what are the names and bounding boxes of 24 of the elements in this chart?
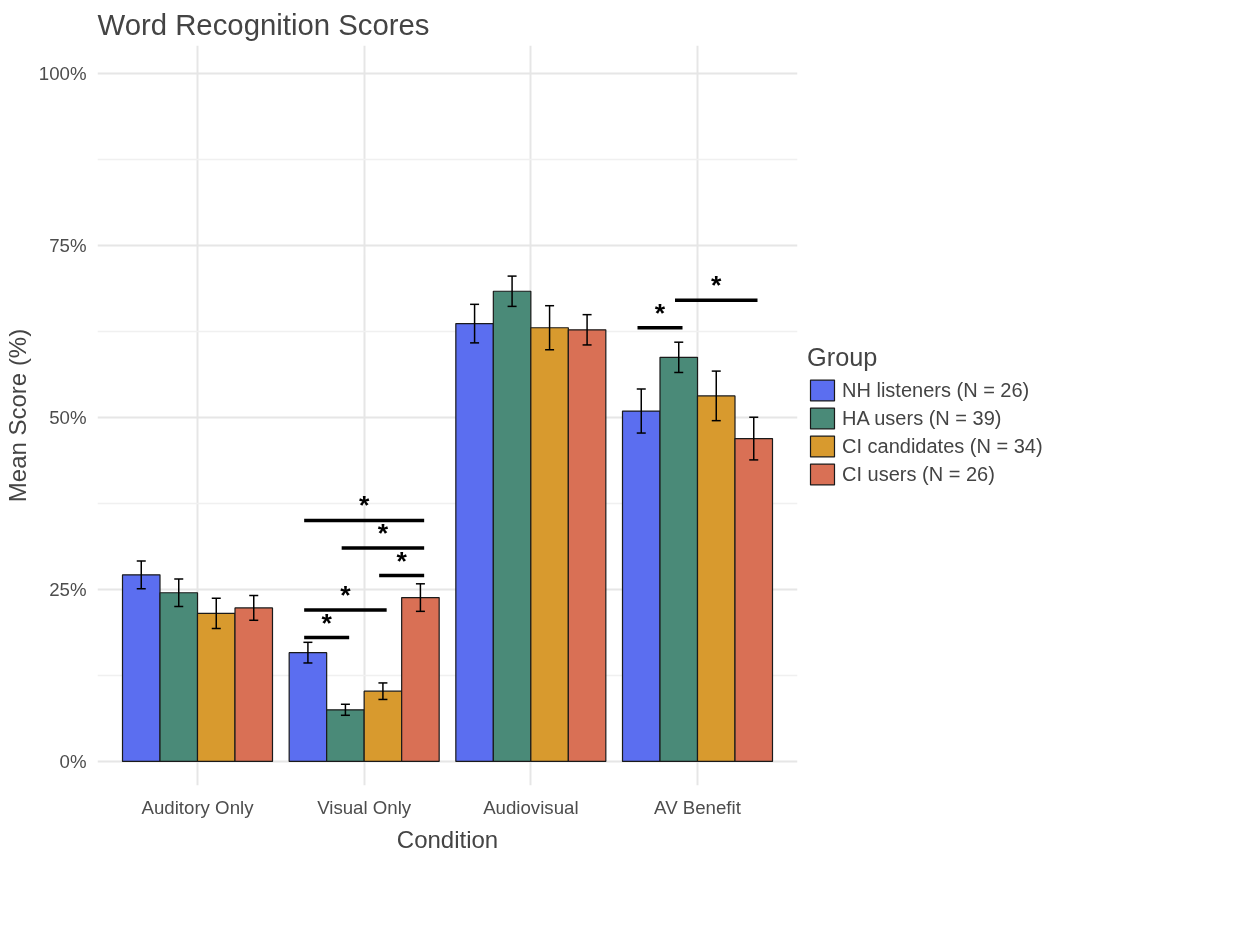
- annotation: *: [377, 518, 389, 549]
- y-tick-label: 100%: [38, 62, 87, 84]
- x-tick-label: Auditory Only: [141, 796, 255, 818]
- x-axis-title: Condition: [396, 825, 499, 853]
- legend-title: Group: [807, 343, 879, 372]
- legend-label: NH listeners (N = 26): [842, 378, 1030, 402]
- annotation: *: [340, 579, 352, 610]
- x-tick-label: AV Benefit: [654, 796, 742, 818]
- legend-label: HA users (N = 39): [842, 406, 1002, 430]
- annotation: *: [358, 490, 370, 521]
- annotation: *: [396, 545, 408, 576]
- y-tick-label: 75%: [49, 234, 87, 256]
- legend-label: CI candidates (N = 34): [842, 434, 1043, 458]
- y-tick-label: 25%: [49, 578, 87, 600]
- x-tick-label: Visual Only: [317, 796, 412, 818]
- legend-label: CI users (N = 26): [842, 462, 995, 486]
- y-axis-title: Mean Score (%): [3, 328, 31, 503]
- annotation: *: [321, 607, 333, 638]
- chart-title: Word Recognition Scores: [97, 7, 430, 41]
- x-tick-label: Audiovisual: [483, 796, 579, 818]
- y-tick-label: 0%: [59, 750, 87, 772]
- annotation: *: [711, 270, 723, 301]
- annotation: *: [654, 297, 666, 328]
- y-tick-label: 50%: [49, 406, 87, 428]
